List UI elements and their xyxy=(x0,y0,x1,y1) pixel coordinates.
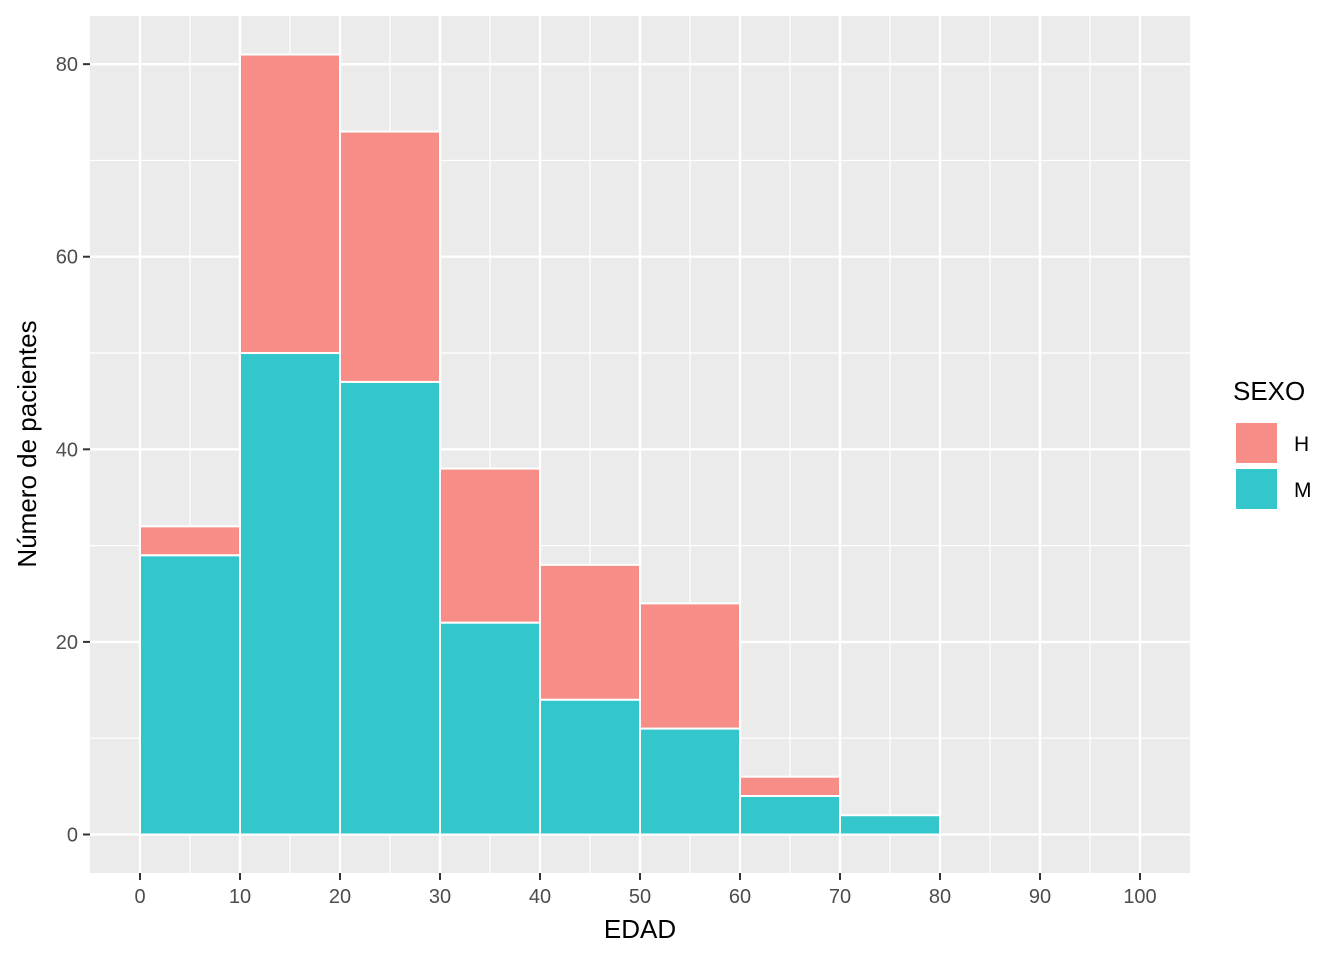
x-tick-label: 0 xyxy=(134,886,145,908)
y-tick-label: 0 xyxy=(67,824,78,846)
x-tick-label: 90 xyxy=(1029,886,1051,908)
bar-M-70-80 xyxy=(839,814,941,836)
bar-M-20-30 xyxy=(339,380,441,836)
y-axis: 0 20 40 60 80 xyxy=(56,54,90,846)
bar-H-30-40 xyxy=(439,467,541,624)
x-tick-label: 60 xyxy=(729,886,751,908)
y-axis-title: Número de pacientes xyxy=(12,320,42,567)
legend: SEXO HM xyxy=(1233,376,1312,509)
x-tick-label: 40 xyxy=(529,886,551,908)
y-tick-label: 80 xyxy=(56,54,78,76)
bar-M-10-20 xyxy=(239,352,341,836)
x-tick-label: 20 xyxy=(329,886,351,908)
bar-H-10-20 xyxy=(239,53,341,355)
x-tick-label: 70 xyxy=(829,886,851,908)
legend-label-M: M xyxy=(1294,479,1312,502)
legend-key-M xyxy=(1236,469,1277,509)
x-tick-label: 80 xyxy=(929,886,951,908)
x-axis-title: EDAD xyxy=(604,914,676,944)
bar-H-40-50 xyxy=(539,563,641,701)
bar-M-50-60 xyxy=(639,727,741,836)
legend-key-H xyxy=(1236,423,1277,463)
y-tick-label: 60 xyxy=(56,247,78,269)
bar-M-0-10 xyxy=(139,554,241,836)
legend-title: SEXO xyxy=(1233,376,1305,406)
x-tick-label: 50 xyxy=(629,886,651,908)
bar-M-30-40 xyxy=(439,621,541,836)
bar-M-60-70 xyxy=(739,794,841,836)
y-tick-label: 20 xyxy=(56,632,78,654)
x-tick-label: 30 xyxy=(429,886,451,908)
legend-label-H: H xyxy=(1294,433,1309,456)
x-tick-label: 100 xyxy=(1123,886,1156,908)
bar-H-60-70 xyxy=(739,775,841,797)
bars xyxy=(139,53,941,836)
bar-M-40-50 xyxy=(539,698,641,836)
y-tick-label: 40 xyxy=(56,439,78,461)
bar-H-50-60 xyxy=(639,602,741,730)
x-tick-label: 10 xyxy=(229,886,251,908)
bar-H-20-30 xyxy=(339,130,441,383)
bar-H-0-10 xyxy=(139,525,241,557)
x-axis: 0 10 20 30 40 50 60 70 80 90 100 xyxy=(134,873,1157,908)
